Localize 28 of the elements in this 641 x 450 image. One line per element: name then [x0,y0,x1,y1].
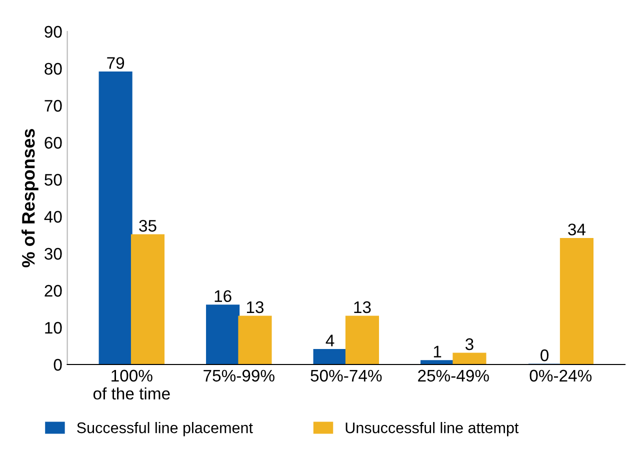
y-tick-label: 30 [44,248,62,260]
data-label: 34 [568,224,586,236]
data-label: 35 [139,220,156,232]
data-label: 3 [465,338,474,350]
data-label: 13 [246,301,264,314]
x-tick-label: 50%-74% [310,370,382,382]
y-tick-label: 10 [45,322,62,334]
data-label: 16 [214,290,232,302]
y-axis-title: % of Responses [22,129,38,268]
x-tick-label: 100% of the time [93,370,170,400]
legend-label: Unsuccessful line attempt [346,422,519,436]
data-label: 0 [540,349,549,362]
y-tick-label: 20 [44,284,62,297]
y-tick-label: 40 [44,210,62,223]
x-tick-label: 75%-99% [204,370,274,382]
y-tick-label: 80 [44,62,62,75]
y-tick-label: 0 [54,358,62,371]
data-label: 13 [354,301,371,314]
legend-label: Successful line placement [77,422,253,436]
data-label: 1 [434,346,442,358]
y-tick-label: 60 [44,136,62,149]
y-tick-label: 50 [44,174,62,186]
data-label: 79 [107,57,124,69]
x-tick-label: 0%-24% [530,370,592,382]
data-label: 4 [326,334,334,346]
x-tick-label: 25%-49% [418,370,489,382]
y-tick-label: 70 [44,100,62,112]
y-tick-label: 90 [44,26,62,38]
